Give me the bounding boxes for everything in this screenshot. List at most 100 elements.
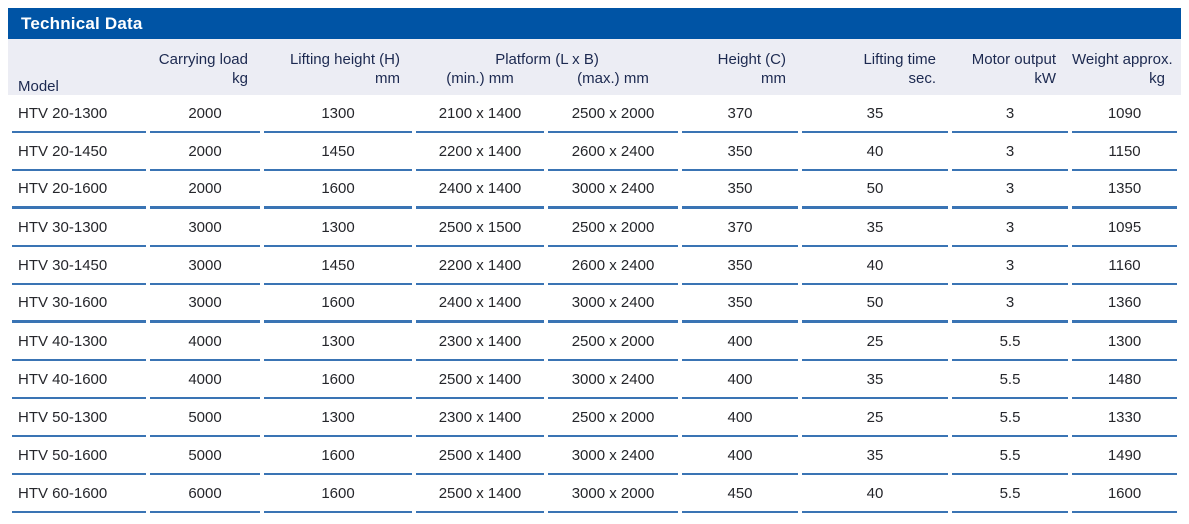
cell-weight: 1095 [1072,209,1178,247]
cell-height: 370 [682,95,799,133]
table-row: HTV 30-1300 3000 1300 2500 x 1500 2500 x… [12,209,1178,247]
cell-platform-min: 2100 x 1400 [416,95,544,133]
cell-motor-output: 5.5 [952,399,1069,437]
column-unit-weight: kg [1149,70,1166,87]
column-unit-platform-max: (max.) mm [577,70,649,87]
cell-lifting-height: 1600 [264,285,412,323]
cell-lifting-time: 50 [802,171,949,209]
table-row: HTV 50-1600 5000 1600 2500 x 1400 3000 x… [12,437,1178,475]
cell-carrying-load: 2000 [150,171,260,209]
cell-platform-max: 3000 x 2400 [548,437,679,475]
cell-lifting-time: 40 [802,247,949,285]
cell-weight: 1350 [1072,171,1178,209]
cell-carrying-load: 4000 [150,361,260,399]
cell-carrying-load: 5000 [150,437,260,475]
cell-model: HTV 30-1300 [12,209,146,247]
column-unit-platform-min: (min.) mm [446,70,514,87]
cell-platform-max: 2500 x 2000 [548,399,679,437]
cell-platform-min: 2500 x 1400 [416,361,544,399]
cell-model: HTV 30-1600 [12,285,146,323]
table-row: HTV 20-1600 2000 1600 2400 x 1400 3000 x… [12,171,1178,209]
cell-weight: 1480 [1072,361,1178,399]
cell-platform-max: 2600 x 2400 [548,247,679,285]
cell-model: HTV 40-1600 [12,361,146,399]
cell-height: 450 [682,475,799,513]
column-unit-carrying-load: kg [232,70,248,87]
table-row: HTV 20-1300 2000 1300 2100 x 1400 2500 x… [12,95,1178,133]
column-header-motor-output: Motor output [971,51,1057,68]
cell-height: 370 [682,209,799,247]
cell-platform-min: 2300 x 1400 [416,399,544,437]
cell-platform-max: 3000 x 2400 [548,361,679,399]
cell-height: 350 [682,285,799,323]
cell-height: 350 [682,247,799,285]
cell-height: 400 [682,437,799,475]
technical-data-panel: Technical Data Model Carrying load Lifti… [8,8,1181,513]
cell-height: 400 [682,399,799,437]
cell-lifting-height: 1300 [264,323,412,361]
cell-weight: 1300 [1072,323,1178,361]
column-header-carrying-load: Carrying load [158,51,248,68]
cell-weight: 1330 [1072,399,1178,437]
table-row: HTV 50-1300 5000 1300 2300 x 1400 2500 x… [12,399,1178,437]
cell-carrying-load: 4000 [150,323,260,361]
cell-motor-output: 3 [952,171,1069,209]
table-body: HTV 20-1300 2000 1300 2100 x 1400 2500 x… [12,95,1178,513]
cell-carrying-load: 3000 [150,285,260,323]
cell-platform-max: 2600 x 2400 [548,133,679,171]
column-header-weight: Weight approx. [1072,51,1173,68]
cell-motor-output: 5.5 [952,437,1069,475]
cell-lifting-height: 1600 [264,361,412,399]
cell-platform-min: 2500 x 1400 [416,437,544,475]
cell-lifting-height: 1600 [264,437,412,475]
table-header: Model Carrying load Lifting height (H) P… [12,39,1177,95]
cell-motor-output: 5.5 [952,323,1069,361]
cell-platform-min: 2300 x 1400 [416,323,544,361]
column-header-lifting-height: Lifting height (H) [289,51,400,68]
cell-lifting-height: 1600 [264,475,412,513]
cell-lifting-height: 1300 [264,399,412,437]
column-unit-lifting-time: sec. [908,70,937,87]
cell-platform-max: 2500 x 2000 [548,209,679,247]
cell-height: 400 [682,323,799,361]
cell-platform-min: 2500 x 1400 [416,475,544,513]
table-row: HTV 40-1300 4000 1300 2300 x 1400 2500 x… [12,323,1178,361]
column-unit-motor-output: kW [1034,70,1057,87]
cell-lifting-time: 35 [802,361,949,399]
cell-motor-output: 3 [952,247,1069,285]
cell-motor-output: 3 [952,285,1069,323]
cell-lifting-time: 40 [802,133,949,171]
cell-carrying-load: 2000 [150,133,260,171]
table-row: HTV 60-1600 6000 1600 2500 x 1400 3000 x… [12,475,1178,513]
cell-model: HTV 20-1450 [12,133,146,171]
cell-model: HTV 50-1300 [12,399,146,437]
cell-weight: 1160 [1072,247,1178,285]
cell-weight: 1600 [1072,475,1178,513]
cell-height: 350 [682,171,799,209]
cell-platform-min: 2200 x 1400 [416,133,544,171]
cell-model: HTV 60-1600 [12,475,146,513]
cell-lifting-time: 40 [802,475,949,513]
column-header-platform: Platform (L x B) [495,51,599,68]
table-row: HTV 40-1600 4000 1600 2500 x 1400 3000 x… [12,361,1178,399]
cell-lifting-height: 1450 [264,133,412,171]
cell-weight: 1490 [1072,437,1178,475]
cell-weight: 1090 [1072,95,1178,133]
cell-motor-output: 3 [952,95,1069,133]
cell-platform-min: 2400 x 1400 [416,171,544,209]
table-header-background [8,39,1181,95]
cell-platform-max: 3000 x 2000 [548,475,679,513]
cell-model: HTV 20-1600 [12,171,146,209]
cell-lifting-time: 25 [802,399,949,437]
column-header-height: Height (C) [717,51,787,68]
cell-height: 400 [682,361,799,399]
cell-lifting-height: 1600 [264,171,412,209]
column-header-model: Model [18,78,59,95]
cell-lifting-time: 35 [802,437,949,475]
cell-carrying-load: 3000 [150,247,260,285]
technical-data-table: Model Carrying load Lifting height (H) P… [8,39,1181,513]
cell-platform-max: 3000 x 2400 [548,171,679,209]
cell-motor-output: 5.5 [952,361,1069,399]
cell-lifting-height: 1300 [264,209,412,247]
table-row: HTV 20-1450 2000 1450 2200 x 1400 2600 x… [12,133,1178,171]
